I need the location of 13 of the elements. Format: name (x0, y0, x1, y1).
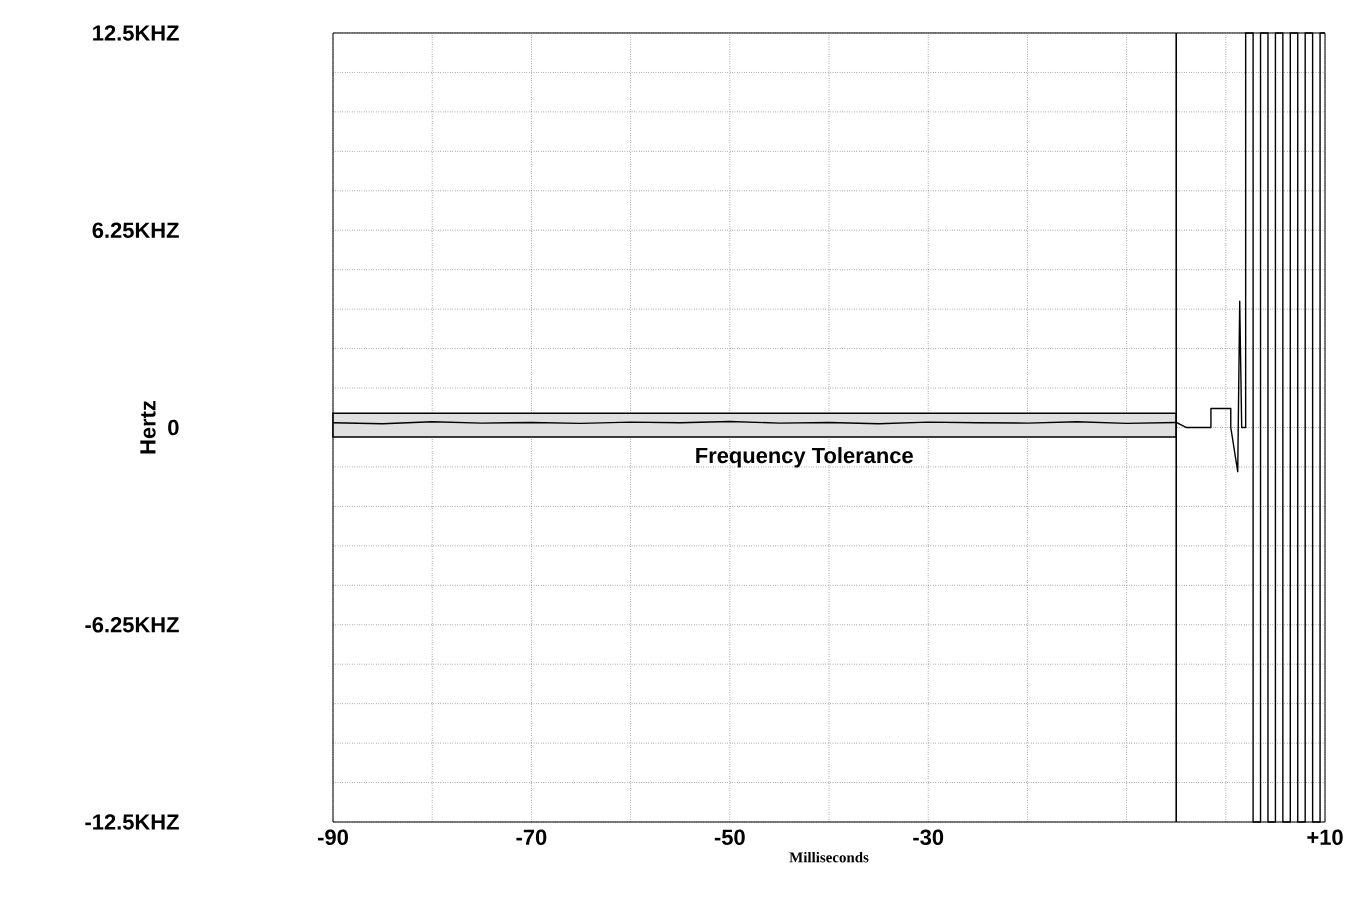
x-tick-label: -50 (714, 829, 745, 846)
y-tick-label: -6.25KHZ (85, 616, 179, 633)
y-tick-label: 0 (168, 419, 179, 436)
x-tick-label: -70 (516, 829, 547, 846)
x-tick-label: +10 (1307, 829, 1343, 846)
y-tick-label: 12.5KHZ (93, 25, 179, 41)
y-tick-label: 6.25KHZ (92, 222, 179, 239)
band-label: Frequency Tolerance (696, 447, 913, 468)
x-axis-title: Milliseconds (789, 851, 869, 863)
x-tick-label: -90 (318, 829, 348, 846)
y-tick-label: -12.5KHZ (85, 814, 179, 830)
y-axis-title: Hertz (140, 400, 156, 454)
x-tick-label: -30 (913, 829, 944, 846)
